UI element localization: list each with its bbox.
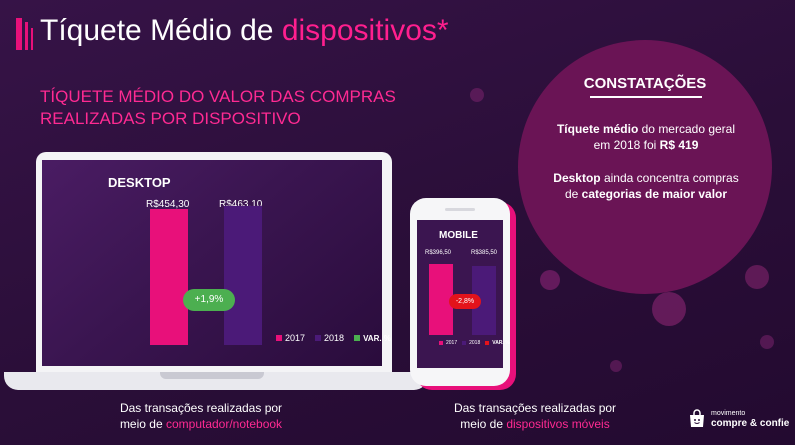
mobile-variation-badge: -2,8% <box>449 294 481 309</box>
page-title: Tíquete Médio de dispositivos* <box>40 14 449 48</box>
finding-2: Desktop ainda concentra compras de categ… <box>548 170 744 202</box>
legend-swatch-var <box>354 335 361 341</box>
mobile-caption: Das transações realizadas por meio de di… <box>430 400 640 432</box>
desktop-caption-line-2: meio de computador/notebook <box>86 416 316 432</box>
legend-item-2017: 2017 <box>439 340 457 346</box>
legend-label-var: VAR. % <box>492 340 510 346</box>
finding-1: Tíquete médio do mercado geral em 2018 f… <box>548 121 744 153</box>
legend-swatch-var <box>485 341 490 345</box>
decor-dot <box>610 360 622 372</box>
subtitle-line-1: TÍQUETE MÉDIO DO VALOR DAS COMPRAS <box>40 87 396 106</box>
legend-swatch-2018 <box>315 335 322 341</box>
desktop-bar-2018-label: R$463,10 <box>219 199 263 210</box>
legend-item-2017: 2017 <box>276 333 305 343</box>
desktop-legend: 2017 2018 VAR. % <box>276 333 401 343</box>
mobile-caption-line-1: Das transações realizadas por <box>453 401 617 415</box>
finding-2-bold-b: categorias de maior valor <box>581 187 728 201</box>
findings-underline <box>590 96 702 98</box>
findings-panel <box>518 40 772 294</box>
title-accent-bar <box>16 18 22 50</box>
shopping-bag-icon <box>690 409 704 427</box>
desktop-bar-2017-label: R$454,30 <box>146 199 190 210</box>
finding-1-bold-a: Tíquete médio <box>556 122 639 136</box>
decor-dot <box>540 270 560 290</box>
mobile-caption-line-2: meio de dispositivos móveis <box>430 416 640 432</box>
desktop-bar-2018 <box>224 206 262 345</box>
mobile-caption-prefix: meio de <box>460 417 507 431</box>
legend-label-2018: 2018 <box>469 340 481 346</box>
finding-1-bold-b: R$ 419 <box>659 138 699 152</box>
legend-swatch-2017 <box>276 335 282 341</box>
desktop-caption: Das transações realizadas por meio de co… <box>86 400 316 432</box>
page-title-accent: dispositivos* <box>281 14 449 47</box>
page-title-main: Tíquete Médio de <box>40 14 282 47</box>
legend-item-var: VAR. % <box>354 334 391 343</box>
mobile-bar-2018-label: R$385,50 <box>471 250 498 256</box>
laptop-screen <box>42 160 382 366</box>
decor-dot <box>652 292 686 326</box>
brand-small-text: movimento <box>711 410 746 417</box>
laptop-notch <box>160 372 264 379</box>
legend-swatch-2017 <box>439 341 443 345</box>
brand-logo: movimento compre & confie <box>687 409 789 429</box>
legend-item-var: VAR. % <box>485 340 510 346</box>
finding-1-text: do mercado geral em 2018 foi <box>593 122 736 152</box>
desktop-caption-line-1: Das transações realizadas por <box>119 401 283 415</box>
legend-item-2018: 2018 <box>462 340 480 346</box>
section-subtitle: TÍQUETE MÉDIO DO VALOR DAS COMPRAS REALI… <box>40 86 460 130</box>
laptop-screen-shade <box>42 160 382 366</box>
brand-text: movimento compre & confie <box>711 409 789 429</box>
legend-label-2017: 2017 <box>446 340 458 346</box>
laptop-base <box>4 372 428 390</box>
desktop-caption-prefix: meio de <box>119 417 166 431</box>
phone-speaker <box>445 208 475 211</box>
legend-label-2017: 2017 <box>285 333 306 343</box>
mobile-bar-2017-label: R$396,50 <box>425 250 452 256</box>
legend-item-2018: 2018 <box>315 333 344 343</box>
mobile-caption-accent: dispositivos móveis <box>506 417 610 431</box>
subtitle-line-2: REALIZADAS POR DISPOSITIVO <box>40 109 301 128</box>
desktop-bar-2017 <box>150 209 188 345</box>
legend-label-var: VAR. % <box>363 333 391 343</box>
finding-2-text: ainda concentra compras de <box>564 171 739 201</box>
mobile-legend: 2017 2018 VAR. % <box>439 340 510 346</box>
brand-name: compre & confie <box>711 418 790 429</box>
desktop-variation-badge: +1,9% <box>183 289 235 311</box>
title-accent-bar <box>25 22 28 50</box>
legend-label-2018: 2018 <box>324 333 345 343</box>
finding-2-bold-a: Desktop <box>553 171 601 185</box>
decor-dot <box>760 335 774 349</box>
decor-dot <box>470 88 484 102</box>
findings-title: CONSTATAÇÕES <box>583 75 707 92</box>
mobile-chart-title: MOBILE <box>439 230 478 241</box>
desktop-caption-accent: computador/notebook <box>165 417 283 431</box>
desktop-chart-title: DESKTOP <box>108 175 171 190</box>
decor-dot <box>745 265 769 289</box>
legend-swatch-2018 <box>462 341 467 345</box>
title-accent-bar <box>31 28 33 50</box>
